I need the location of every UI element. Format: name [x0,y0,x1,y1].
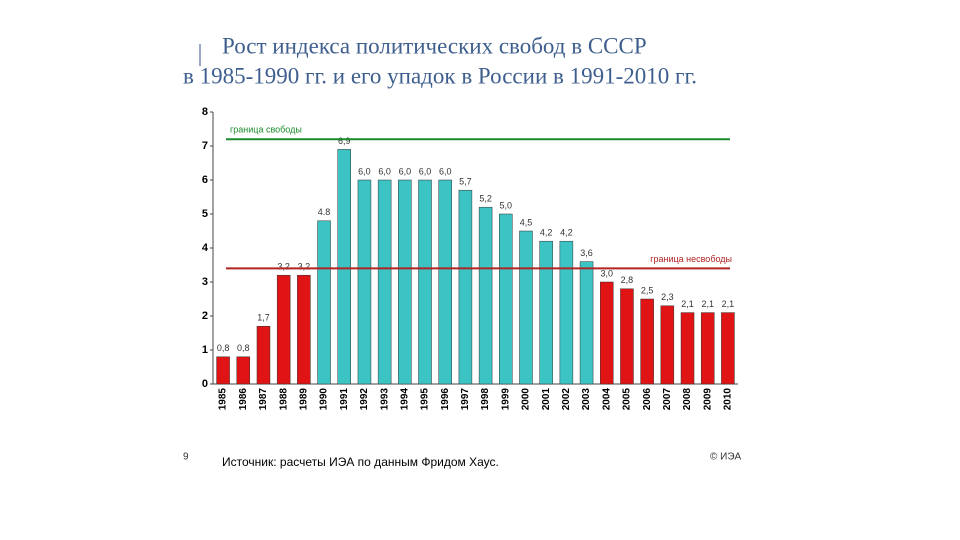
value-label: 3,0 [600,268,613,278]
x-tick-label: 2010 [723,388,734,411]
value-label: 5,2 [479,194,492,204]
title-accent [199,44,201,66]
y-tick-label: 4 [202,242,209,254]
bar [256,325,271,385]
copyright: © ИЭА [710,452,742,463]
bar [438,179,452,385]
x-tick-label: 1991 [339,388,350,411]
bar [539,240,553,385]
bar [700,312,715,385]
bar [559,240,574,385]
value-label: 4,2 [560,228,573,238]
value-label: 3,2 [298,262,311,272]
x-tick-label: 2004 [601,388,612,411]
x-tick-label: 1992 [359,388,370,411]
x-tick-label: 1997 [460,388,471,411]
value-label: 0,8 [217,343,230,353]
y-tick-label: 8 [202,106,208,118]
bar [620,288,634,385]
value-label: 2,5 [641,285,654,295]
reference-label: граница свободы [230,125,302,135]
value-label: 2,1 [681,299,694,309]
x-tick-label: 2008 [682,388,693,411]
value-label: 6,0 [378,166,391,176]
x-tick-label: 1994 [399,388,410,411]
value-label: 2,8 [621,275,634,285]
x-tick-label: 1995 [420,388,431,411]
bar [276,274,291,385]
y-tick-label: 0 [202,378,208,390]
x-tick-label: 1987 [258,388,269,411]
value-label: 6,0 [358,166,371,176]
x-tick-label: 1986 [238,388,249,411]
x-tick-label: 1996 [440,388,451,411]
x-tick-label: 1998 [480,388,491,411]
x-tick-label: 2009 [702,388,713,411]
value-label: 6,0 [399,166,412,176]
x-tick-label: 1989 [299,388,310,411]
bar [579,261,594,385]
y-tick-label: 3 [202,276,208,288]
x-tick-label: 1993 [379,388,390,411]
value-label: 3,2 [277,262,290,272]
bar [519,230,533,385]
bar [458,189,473,385]
x-tick-label: 1985 [218,388,229,411]
value-label: 2,3 [661,292,674,302]
page-number: 9 [183,452,189,463]
bar [337,149,351,385]
value-label: 5,7 [459,177,472,187]
bar [721,312,735,385]
value-label: 3,6 [580,248,593,258]
value-label: 1,7 [257,313,270,323]
bar [398,179,412,385]
x-tick-label: 2001 [541,388,552,411]
value-label: 6,0 [439,166,452,176]
bar [357,179,372,385]
value-label: 6,9 [338,136,351,146]
value-label: 4.8 [318,207,331,217]
bar [680,312,695,385]
y-tick-label: 7 [202,140,208,152]
value-label: 5,0 [500,200,513,210]
source: Источник: расчеты ИЭА по данным Фридом Х… [222,455,499,469]
title-line: в 1985-1990 гг. и его упадок в России в … [183,63,697,88]
y-tick-label: 6 [202,174,208,186]
y-tick-label: 5 [202,208,208,220]
reference-label: граница несвободы [650,254,732,264]
title-line: Рост индекса политических свобод в СССР [222,33,647,58]
bar [499,213,513,385]
x-tick-label: 1990 [319,388,330,411]
y-tick-label: 2 [202,310,208,322]
value-label: 4,5 [520,217,533,227]
bar [377,179,392,385]
bar [640,298,654,385]
x-tick-label: 2000 [521,388,532,411]
x-tick-label: 2002 [561,388,572,411]
bar [478,206,493,385]
x-tick-label: 1988 [278,388,289,411]
bar [297,274,311,385]
value-label: 0,8 [237,343,250,353]
bar [317,220,331,385]
bar [660,305,675,385]
x-tick-label: 2005 [622,388,633,411]
x-tick-label: 2003 [581,388,592,411]
y-tick-label: 1 [202,344,208,356]
value-label: 2,1 [701,299,714,309]
value-label: 2,1 [722,299,735,309]
bar [216,356,230,385]
bar [418,179,432,385]
bar [236,356,251,385]
x-tick-label: 1999 [500,388,511,411]
x-tick-label: 2007 [662,388,673,411]
x-tick-label: 2006 [642,388,653,411]
bar [600,281,614,385]
value-label: 4,2 [540,228,553,238]
value-label: 6,0 [419,166,432,176]
